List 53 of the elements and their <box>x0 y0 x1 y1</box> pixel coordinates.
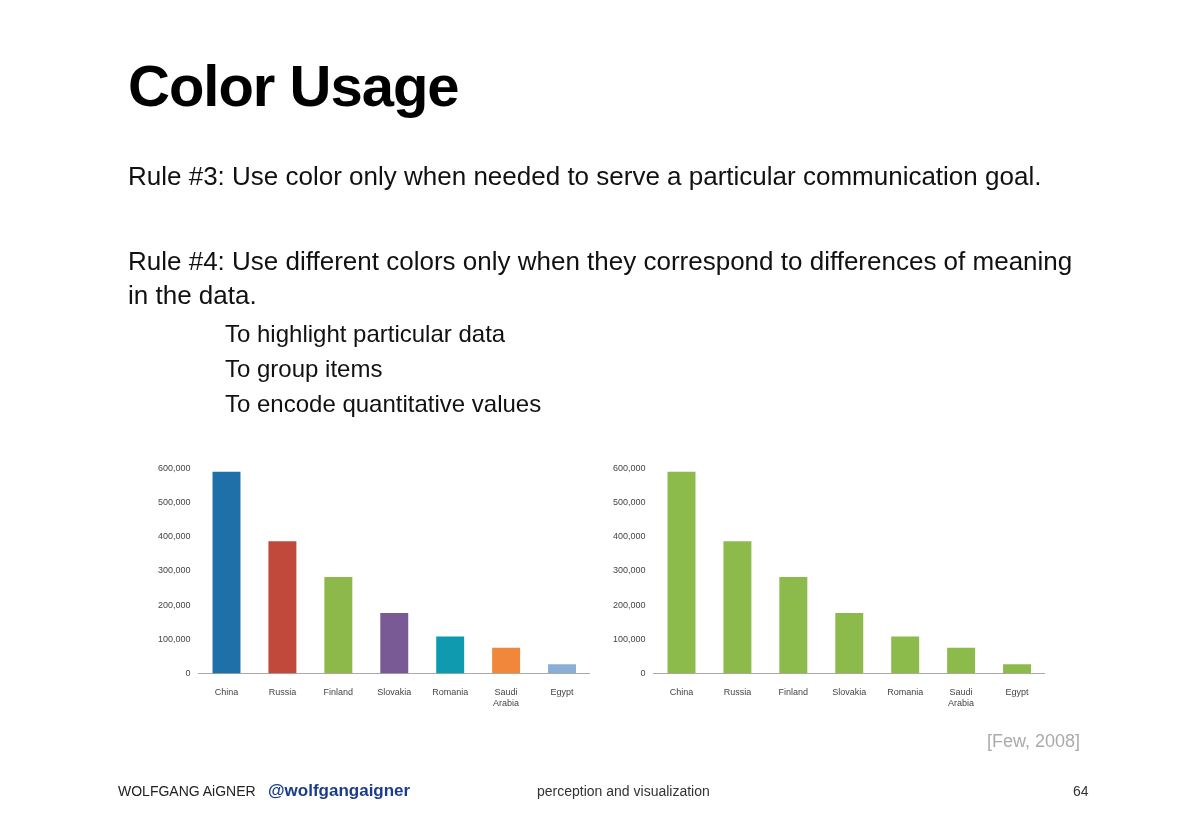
x-tick-label: Egypt <box>1005 687 1030 698</box>
bar <box>212 471 241 674</box>
bar <box>268 541 297 674</box>
y-tick-label: 300,000 <box>612 565 646 576</box>
y-tick-label: 0 <box>185 667 191 678</box>
bar <box>723 541 752 674</box>
bar <box>835 612 864 674</box>
y-tick-label: 600,000 <box>612 462 646 473</box>
bar <box>380 612 409 674</box>
x-tick-label: Romania <box>432 687 469 698</box>
x-tick-label: Saudi Arabia <box>948 687 975 709</box>
x-tick-label: Saudi Arabia <box>493 687 520 709</box>
text: Color Usage <box>128 52 459 119</box>
x-tick-label: China <box>669 687 694 698</box>
x-tick-label: Russia <box>268 687 297 698</box>
x-tick-label: China <box>214 687 239 698</box>
x-tick-label: Egypt <box>550 687 575 698</box>
text: To highlight particular data <box>225 319 506 349</box>
text: Rule #3: Use color only when needed to serve a particular communication goal. <box>128 160 1043 193</box>
bar <box>1003 664 1032 674</box>
x-tick-label: Finland <box>778 687 809 698</box>
y-tick-label: 100,000 <box>612 633 646 644</box>
y-tick-label: 600,000 <box>157 462 191 473</box>
text: To encode quantitative values <box>225 389 542 419</box>
bar <box>324 577 353 674</box>
text: To group items <box>225 354 383 384</box>
bar <box>436 636 465 674</box>
text: WOLFGANG AiGNER <box>118 782 256 801</box>
x-tick-label: Finland <box>323 687 354 698</box>
y-tick-label: 300,000 <box>157 565 191 576</box>
x-tick-label: Romania <box>887 687 924 698</box>
bar <box>779 577 808 674</box>
bar <box>667 471 696 674</box>
y-tick-label: 400,000 <box>612 531 646 542</box>
bar <box>891 636 920 674</box>
y-tick-label: 400,000 <box>157 531 191 542</box>
y-tick-label: 0 <box>640 667 646 678</box>
text: perception and visualization <box>537 782 710 801</box>
y-tick-label: 100,000 <box>157 633 191 644</box>
y-tick-label: 200,000 <box>157 599 191 610</box>
y-tick-label: 500,000 <box>612 497 646 508</box>
bar <box>492 647 521 674</box>
x-tick-label: Slovakia <box>377 687 412 698</box>
text: @wolfgangaigner <box>268 780 411 802</box>
x-tick-label: Slovakia <box>832 687 867 698</box>
x-tick-label: Russia <box>723 687 752 698</box>
y-tick-label: 500,000 <box>157 497 191 508</box>
text: Rule #4: Use different colors only when they correspond to differences of meaning in the data. <box>128 245 1074 312</box>
text: 64 <box>1073 782 1089 801</box>
text: [Few, 2008] <box>986 730 1080 753</box>
bar <box>548 664 577 674</box>
bar <box>947 647 976 674</box>
y-tick-label: 200,000 <box>612 599 646 610</box>
